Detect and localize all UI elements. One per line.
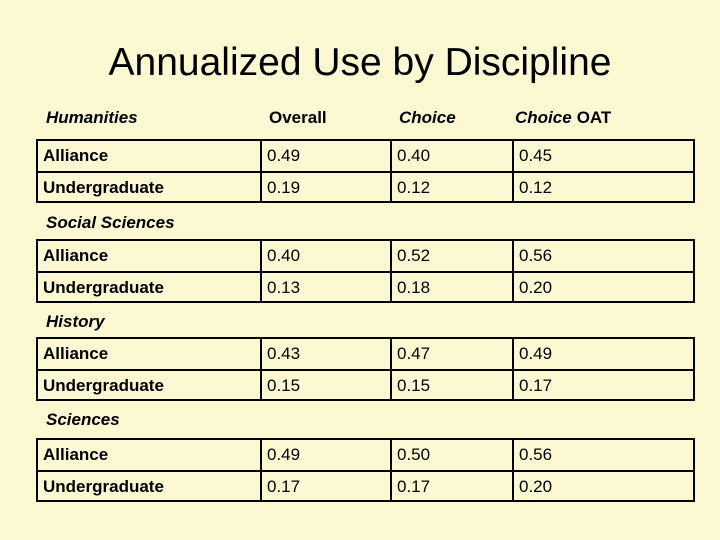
table-section-sciences: Alliance 0.49 0.50 0.56 Undergraduate 0.… [36,438,695,502]
row-label: Undergraduate [43,178,164,197]
cell-overall: 0.17 [260,472,390,500]
cell-overall: 0.49 [260,141,390,171]
cell-overall: 0.43 [260,339,390,369]
row-label: Undergraduate [43,376,164,395]
column-header-choice-oat: Choice OAT [512,107,695,128]
section-label-history: History [46,312,105,331]
cell-choice: 0.40 [390,141,512,171]
row-label: Alliance [43,146,109,165]
table-row: Undergraduate 0.13 0.18 0.20 [38,271,693,301]
table-row: Alliance 0.49 0.40 0.45 [38,141,693,171]
slide-title: Annualized Use by Discipline [108,41,612,84]
column-header-choice-oat-italic: Choice [515,108,572,127]
cell-choice: 0.12 [390,173,512,201]
cell-choice-oat: 0.12 [512,173,693,201]
cell-choice: 0.15 [390,371,512,399]
cell-choice-oat: 0.20 [512,472,693,500]
row-label: Undergraduate [43,477,164,496]
cell-choice-oat: 0.49 [512,339,693,369]
table-row: Alliance 0.43 0.47 0.49 [38,339,693,369]
cell-choice: 0.18 [390,273,512,301]
section-label-social-sciences: Social Sciences [46,213,175,232]
cell-choice-oat: 0.17 [512,371,693,399]
section-label-sciences: Sciences [46,410,120,429]
table-row: Undergraduate 0.19 0.12 0.12 [38,171,693,201]
row-label: Alliance [43,246,109,265]
cell-choice-oat: 0.45 [512,141,693,171]
cell-overall: 0.49 [260,440,390,470]
cell-choice: 0.47 [390,339,512,369]
row-label: Alliance [43,344,109,363]
cell-overall: 0.15 [260,371,390,399]
cell-choice-oat: 0.56 [512,440,693,470]
section-label-humanities: Humanities [46,108,138,127]
table-row: Undergraduate 0.17 0.17 0.20 [38,470,693,500]
column-header-overall: Overall [269,108,327,127]
table-row: Undergraduate 0.15 0.15 0.17 [38,369,693,399]
table-section-humanities: Alliance 0.49 0.40 0.45 Undergraduate 0.… [36,139,695,203]
cell-overall: 0.40 [260,241,390,271]
table-section-social-sciences: Alliance 0.40 0.52 0.56 Undergraduate 0.… [36,239,695,303]
column-header-choice-oat-suffix: OAT [576,108,612,127]
cell-overall: 0.19 [260,173,390,201]
cell-choice: 0.52 [390,241,512,271]
table-row: Alliance 0.40 0.52 0.56 [38,241,693,271]
cell-choice: 0.50 [390,440,512,470]
row-label: Undergraduate [43,278,164,297]
table-section-history: Alliance 0.43 0.47 0.49 Undergraduate 0.… [36,337,695,401]
cell-choice-oat: 0.20 [512,273,693,301]
row-label: Alliance [43,445,109,464]
column-header-choice: Choice [399,108,456,127]
cell-choice: 0.17 [390,472,512,500]
cell-choice-oat: 0.56 [512,241,693,271]
table-row: Alliance 0.49 0.50 0.56 [38,440,693,470]
cell-overall: 0.13 [260,273,390,301]
table-header-row: Humanities Overall Choice Choice OAT [36,107,695,128]
